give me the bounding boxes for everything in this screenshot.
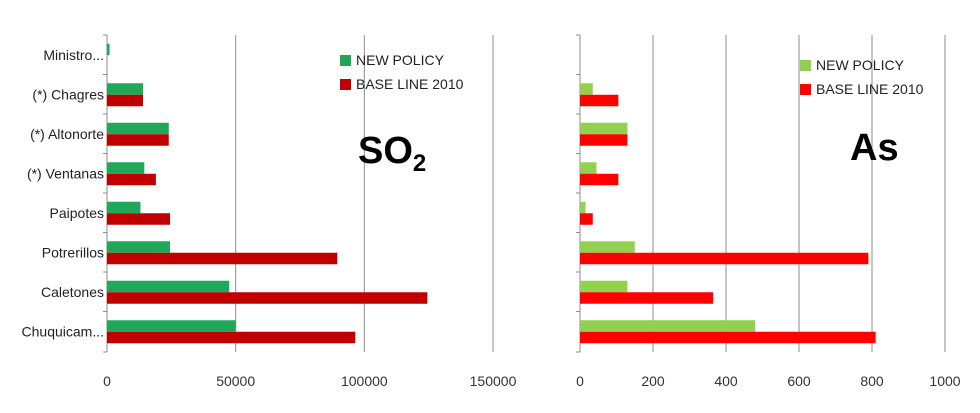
as-x-tick-label: 400 xyxy=(714,373,738,389)
so2-bar-new-policy xyxy=(107,122,169,135)
so2-bar-base-line xyxy=(107,252,338,265)
as-legend-swatch xyxy=(800,60,811,71)
so2-category-label: Caletones xyxy=(41,284,104,300)
as-x-tick-label: 0 xyxy=(576,373,584,389)
as-bar-base-line xyxy=(580,173,619,186)
as-x-tick-label: 200 xyxy=(641,373,665,389)
as-legend-swatch xyxy=(800,84,811,95)
so2-chart-title: SO2 xyxy=(358,130,426,177)
so2-category-label: Paipotes xyxy=(50,205,104,221)
as-x-tick-label: 800 xyxy=(860,373,884,389)
so2-bar-new-policy xyxy=(107,201,141,214)
so2-legend-label: NEW POLICY xyxy=(356,52,445,68)
so2-bar-new-policy xyxy=(107,43,110,56)
so2-bar-new-policy xyxy=(107,162,145,174)
as-bar-base-line xyxy=(580,252,869,265)
as-bar-new-policy xyxy=(580,83,593,95)
so2-bar-base-line xyxy=(107,213,171,225)
as-bar-new-policy xyxy=(580,201,586,214)
as-bar-new-policy xyxy=(580,320,756,332)
so2-category-label: Potrerillos xyxy=(42,244,104,260)
so2-bar-base-line xyxy=(107,134,169,146)
so2-category-label: (*) Altonorte xyxy=(30,126,104,142)
so2-bar-new-policy xyxy=(107,280,230,293)
so2-x-tick-label: 100000 xyxy=(341,373,388,389)
as-legend-label: NEW POLICY xyxy=(816,57,905,73)
as-chart-title: As xyxy=(850,127,899,169)
so2-legend-swatch xyxy=(340,55,351,66)
as-legend-label: BASE LINE 2010 xyxy=(816,81,924,97)
as-bar-new-policy xyxy=(580,241,635,253)
so2-category-label: (*) Ventanas xyxy=(27,165,104,181)
as-bar-base-line xyxy=(580,213,593,225)
so2-legend-label: BASE LINE 2010 xyxy=(356,76,464,92)
as-bar-new-policy xyxy=(580,280,628,293)
so2-legend-swatch xyxy=(340,79,351,90)
so2-category-label: (*) Chagres xyxy=(32,86,104,102)
as-bar-new-policy xyxy=(580,162,597,174)
as-bar-new-policy xyxy=(580,122,628,135)
so2-chart: 0 50000 100000 150000 Ministro... (*) Chagres… xyxy=(22,34,517,389)
so2-x-tick-label: 0 xyxy=(103,373,111,389)
so2-bar-new-policy xyxy=(107,83,144,95)
as-bar-base-line xyxy=(580,292,714,304)
as-bar-base-line xyxy=(580,134,628,146)
so2-bar-new-policy xyxy=(107,241,171,253)
so2-category-label: Chuquicam... xyxy=(22,323,104,339)
so2-bar-base-line xyxy=(107,331,356,344)
as-chart: 0 200 400 600 800 1000 NEW POLICY BASE LINE 201… xyxy=(576,34,961,389)
so2-bar-base-line xyxy=(107,292,428,304)
as-x-tick-label: 1000 xyxy=(929,373,960,389)
as-bar-base-line xyxy=(580,331,876,344)
so2-x-tick-label: 150000 xyxy=(470,373,517,389)
as-x-tick-label: 600 xyxy=(787,373,811,389)
so2-category-label: Ministro... xyxy=(43,47,104,63)
so2-bar-base-line xyxy=(107,94,144,107)
as-bar-base-line xyxy=(580,94,619,107)
so2-x-tick-label: 50000 xyxy=(216,373,255,389)
so2-bar-new-policy xyxy=(107,320,236,332)
so2-bar-base-line xyxy=(107,173,156,186)
